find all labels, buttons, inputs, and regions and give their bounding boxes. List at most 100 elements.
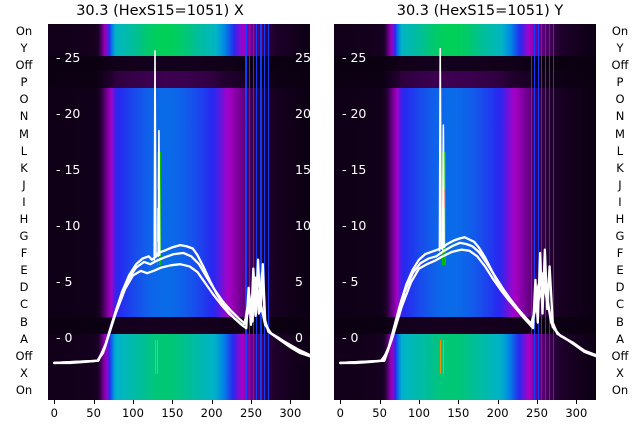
x-tick-mark <box>132 400 134 404</box>
panel-x-plot-area[interactable] <box>48 24 310 400</box>
panel-x-xaxis: 0 50 100 150 200 250 300 <box>48 400 310 440</box>
category-label: K <box>20 160 28 175</box>
y-tick-label: 5 <box>618 274 626 290</box>
y-tick-label: - 15 <box>56 161 81 177</box>
x-tick-mark <box>250 400 252 404</box>
category-label: X <box>20 365 28 380</box>
category-label: H <box>615 212 625 226</box>
category-label: P <box>20 75 28 90</box>
y-tick-label: 20 <box>618 105 634 121</box>
y-tick-label: - 15 <box>342 161 367 177</box>
category-label: X <box>616 365 624 380</box>
x-tick-label: 0 <box>50 406 58 420</box>
category-label: Y <box>616 41 624 56</box>
heatmap-colour-streak <box>444 189 446 209</box>
x-tick-mark <box>379 400 381 404</box>
heatmap-band <box>334 334 596 400</box>
y-tick-label: 0 <box>295 330 303 346</box>
category-label: H <box>19 212 29 226</box>
x-tick-mark <box>93 400 95 404</box>
heatmap-band <box>48 71 310 88</box>
heatmap-band <box>334 71 596 88</box>
x-tick-label: 250 <box>526 406 548 420</box>
x-tick-mark <box>54 400 56 404</box>
panel-y: 30.3 (HexS15=1051) Y 0 50 100 150 200 250 300 … <box>320 0 640 440</box>
heatmap-blue-stripe <box>552 24 555 400</box>
heatmap-blue-stripe <box>260 24 262 400</box>
category-label: A <box>20 331 28 346</box>
panel-y-traces <box>339 47 596 365</box>
y-tick-label: 25 <box>295 49 311 65</box>
panel-y-xaxis: 0 50 100 150 200 250 300 <box>334 400 596 440</box>
category-label: K <box>616 160 624 175</box>
y-tick-label: - 25 <box>342 49 367 65</box>
category-label: L <box>20 143 28 158</box>
category-label: C <box>615 297 625 312</box>
trace-line <box>438 47 442 252</box>
x-tick-label: 50 <box>372 406 387 420</box>
y-tick-label: - 20 <box>342 105 367 121</box>
y-tick-label: - 25 <box>56 49 81 65</box>
x-tick-label: 150 <box>447 406 470 420</box>
y-tick-label: 10 <box>618 218 634 234</box>
x-tick-label: 300 <box>279 406 302 420</box>
category-label: Off <box>15 348 33 363</box>
heatmap-colour-streak <box>156 189 158 209</box>
panel-y-plot-area[interactable] <box>334 24 596 400</box>
category-label: D <box>19 280 29 295</box>
y-tick-label: 15 <box>295 161 311 177</box>
category-label: B <box>20 314 28 329</box>
category-label: E <box>20 263 28 278</box>
heatmap-band <box>48 87 310 318</box>
trace-line <box>153 50 157 261</box>
heatmap-colour-streak <box>155 339 157 374</box>
heatmap-band <box>334 55 596 71</box>
x-tick-label: 150 <box>161 406 184 420</box>
category-label: On <box>15 24 33 38</box>
panel-x: 30.3 (HexS15=1051) X 0 50 100 150 200 250 300 … <box>48 3 311 440</box>
heatmap-blue-stripe <box>537 24 540 400</box>
x-tick-mark <box>172 400 174 404</box>
y-tick-label: - 20 <box>56 105 81 121</box>
y-tick-label: - 5 <box>342 274 359 290</box>
category-label: On <box>611 382 629 397</box>
heatmap-colour-streak <box>442 339 444 374</box>
heatmap-blue-stripe <box>548 24 551 400</box>
heatmap-blue-stripe <box>248 24 251 400</box>
category-label: C <box>19 297 29 312</box>
panel-y-heatmap <box>334 24 596 400</box>
category-label: M <box>19 126 29 141</box>
heatmap-blue-stripe <box>255 24 258 400</box>
trace-line <box>157 129 161 258</box>
category-label: G <box>19 229 29 244</box>
y-tick-label: - 5 <box>56 274 73 290</box>
category-label: E <box>616 263 624 278</box>
heatmap-band <box>48 55 310 71</box>
category-label: N <box>19 109 29 124</box>
y-tick-label: - 0 <box>56 330 73 346</box>
y-tick-label: - 0 <box>342 330 359 346</box>
category-label: L <box>616 143 624 158</box>
heatmap-colour-streak <box>440 339 442 374</box>
y-tick-label: 15 <box>618 161 634 177</box>
trace-line <box>339 236 596 365</box>
category-label: O <box>615 92 625 107</box>
panel-x-traces <box>53 50 310 365</box>
y-tick-label: - 10 <box>56 218 81 234</box>
heatmap-blue-stripe <box>540 24 543 400</box>
heatmap-band <box>334 87 596 318</box>
x-tick-mark <box>536 400 538 404</box>
category-label: A <box>616 331 624 346</box>
x-tick-label: 0 <box>336 406 344 420</box>
x-tick-label: 250 <box>240 406 262 420</box>
y-tick-label: 0 <box>618 330 626 346</box>
category-label: D <box>615 280 625 295</box>
y-tick-label: 20 <box>295 105 311 121</box>
category-label: On <box>15 382 33 397</box>
trace-line <box>441 124 445 251</box>
x-tick-label: 200 <box>486 406 509 420</box>
x-tick-label: 100 <box>407 406 430 420</box>
x-tick-mark <box>290 400 292 404</box>
heatmap-blue-stripe <box>533 24 536 400</box>
